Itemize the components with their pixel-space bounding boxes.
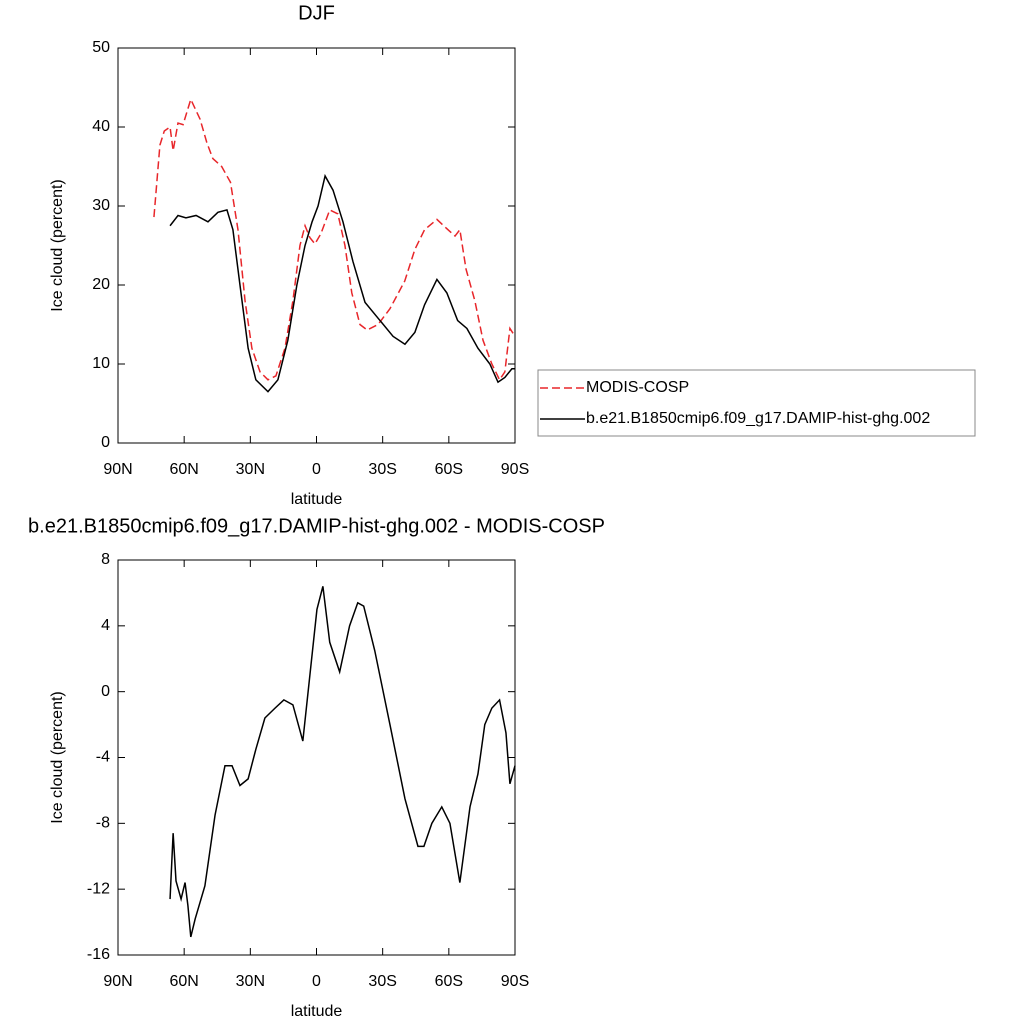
y-tick-label: -12 — [87, 880, 110, 897]
x-axis-label: latitude — [291, 1003, 343, 1020]
series-line — [169, 173, 515, 393]
x-tick-label: 30S — [368, 973, 396, 990]
x-tick-label: 90S — [501, 973, 529, 990]
legend-box — [537, 369, 976, 437]
series-line — [169, 586, 516, 938]
y-tick-label: 0 — [101, 434, 110, 451]
x-tick-label: 90S — [501, 461, 529, 478]
x-axis-label: latitude — [291, 491, 343, 508]
y-tick-label: 30 — [92, 197, 110, 214]
x-tick-label: 90N — [103, 461, 132, 478]
x-tick-label: 0 — [312, 973, 321, 990]
plot-frame — [117, 47, 516, 444]
chart-title: DJF — [298, 2, 335, 24]
y-tick-label: 8 — [101, 551, 110, 568]
y-tick-label: 40 — [92, 118, 110, 135]
y-axis-label: Ice cloud (percent) — [49, 691, 66, 824]
x-tick-label: 30N — [236, 973, 265, 990]
legend-label: b.e21.B1850cmip6.f09_g17.DAMIP-hist-ghg.… — [586, 410, 930, 427]
y-tick-label: 10 — [92, 355, 110, 372]
x-tick-label: 0 — [312, 461, 321, 478]
x-tick-label: 60S — [435, 461, 463, 478]
y-tick-label: -4 — [96, 749, 110, 766]
legend-label: MODIS-COSP — [586, 379, 689, 396]
chart-title: b.e21.B1850cmip6.f09_g17.DAMIP-hist-ghg.… — [28, 515, 605, 537]
y-tick-label: 4 — [101, 617, 110, 634]
x-tick-label: 60N — [169, 973, 198, 990]
x-tick-label: 60N — [169, 461, 198, 478]
y-tick-label: -8 — [96, 815, 110, 832]
series-line — [153, 97, 516, 382]
x-tick-label: 30N — [236, 461, 265, 478]
y-tick-label: 20 — [92, 276, 110, 293]
y-tick-label: -16 — [87, 946, 110, 963]
y-axis-label: Ice cloud (percent) — [49, 179, 66, 312]
x-tick-label: 60S — [435, 973, 463, 990]
y-tick-label: 50 — [92, 39, 110, 56]
x-tick-label: 30S — [368, 461, 396, 478]
y-tick-label: 0 — [101, 683, 110, 700]
x-tick-label: 90N — [103, 973, 132, 990]
